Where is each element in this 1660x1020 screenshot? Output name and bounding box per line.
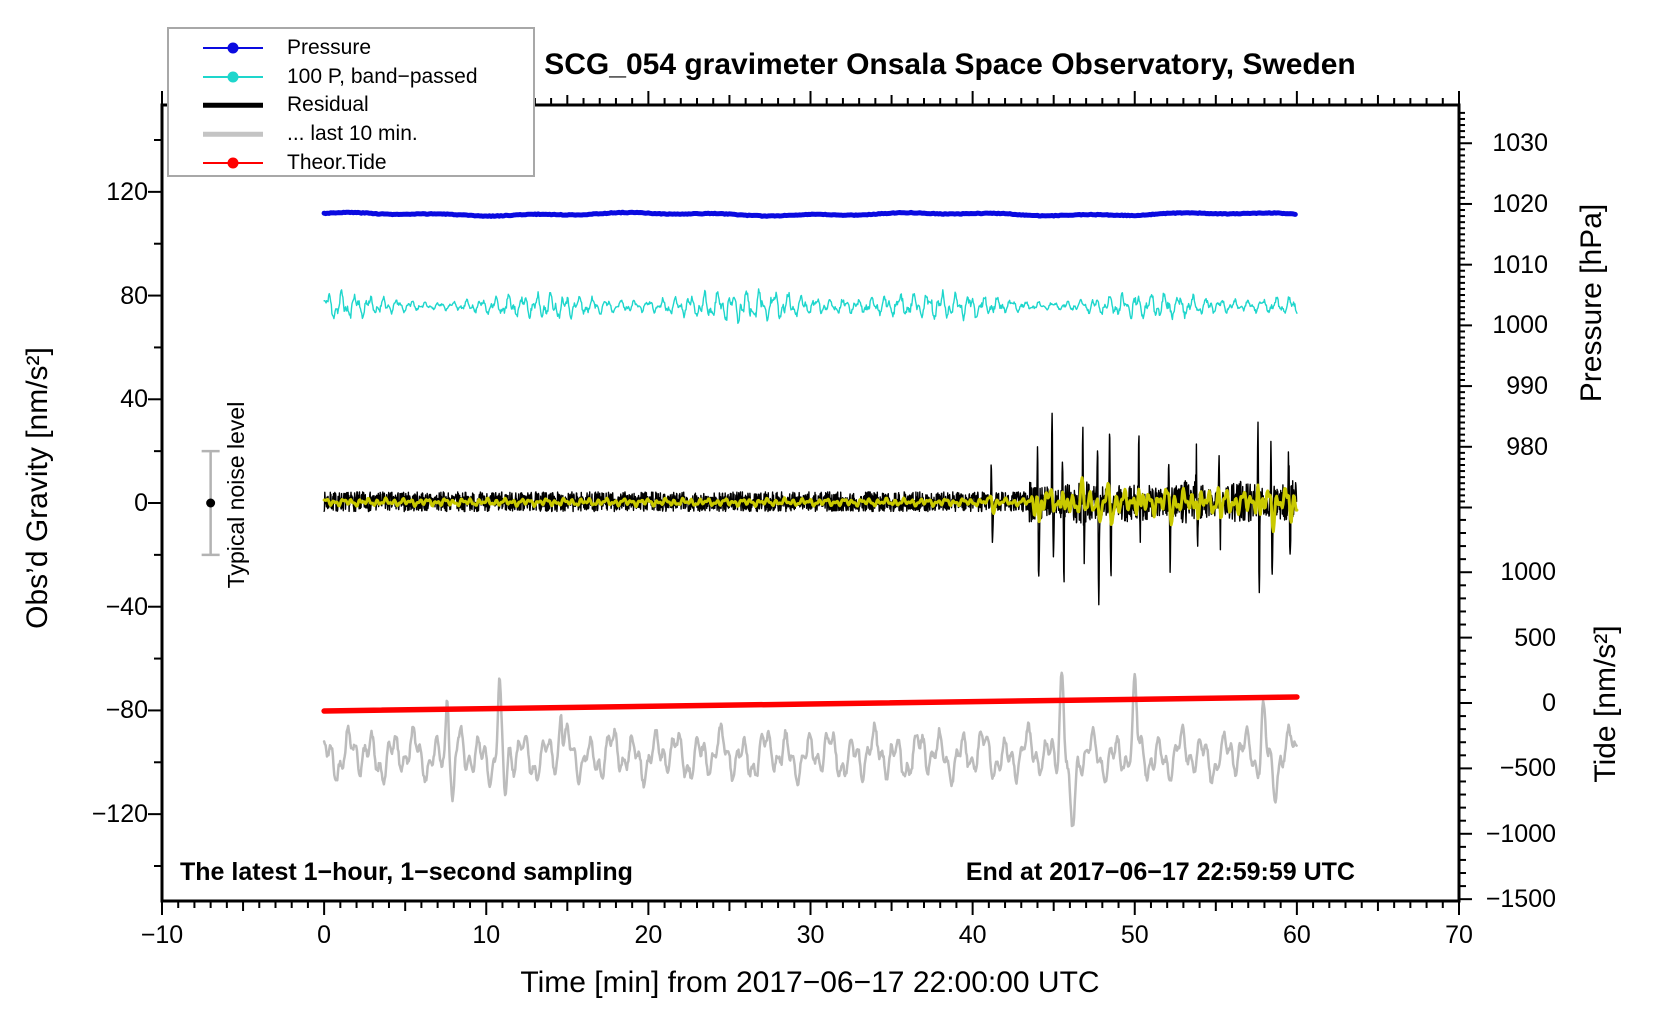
- legend-box: Pressure 100 P, band−passed Residual ...…: [167, 27, 535, 177]
- legend-marker-dot: [227, 42, 239, 54]
- x-tick-label: −10: [140, 921, 184, 949]
- legend-line-bandpassed: [203, 70, 263, 84]
- legend-line-theortide: [203, 156, 263, 170]
- pressure-tick-label: 990: [1506, 372, 1548, 401]
- y-axis-title-pressure: Pressure [hPa]: [1575, 203, 1608, 403]
- legend-label: 100 P, band−passed: [287, 64, 478, 88]
- x-tick-label: 40: [958, 921, 987, 949]
- gravity-tick-label: −120: [91, 800, 148, 829]
- legend-item-bandpassed: 100 P, band−passed: [169, 63, 533, 92]
- y-axis-title-tide: Tide [nm/s²]: [1589, 625, 1622, 783]
- tide-tick-label: −1000: [1485, 819, 1556, 848]
- legend-line-pressure: [203, 41, 263, 55]
- pressure-tick-label: 1000: [1492, 311, 1548, 340]
- tide-tick-label: −1500: [1485, 885, 1556, 914]
- pressure-tick-label: 980: [1506, 432, 1548, 461]
- pressure-tick-label: 1010: [1492, 250, 1548, 279]
- x-axis-title: Time [min] from 2017−06−17 22:00:00 UTC: [520, 966, 1100, 999]
- legend-item-last10min: ... last 10 min.: [169, 120, 533, 149]
- x-tick-label: 60: [1282, 921, 1311, 949]
- legend-line-last10min: [203, 127, 263, 141]
- legend-line-residual: [203, 98, 263, 112]
- tide-tick-label: 0: [1542, 689, 1556, 717]
- legend-item-theortide: Theor.Tide: [169, 148, 533, 177]
- gravity-tick-label: 120: [106, 177, 148, 206]
- tide-tick-label: 1000: [1500, 558, 1556, 587]
- noise-level-label: Typical noise level: [223, 401, 249, 589]
- end-time-note: End at 2017−06−17 22:59:59 UTC: [965, 858, 1355, 886]
- legend-label: Pressure: [287, 36, 372, 60]
- legend-label: Residual: [287, 93, 369, 117]
- gravity-tick-label: 0: [134, 489, 148, 517]
- legend-marker-dot: [227, 157, 239, 169]
- legend-item-residual: Residual: [169, 91, 533, 120]
- x-tick-label: 10: [472, 921, 501, 949]
- gravity-tick-label: 80: [120, 281, 148, 310]
- gravity-tick-label: −40: [105, 592, 148, 621]
- x-tick-label: 30: [796, 921, 825, 949]
- x-tick-label: 70: [1445, 921, 1473, 949]
- pressure-tick-label: 1020: [1492, 189, 1548, 218]
- legend-marker-dot: [227, 71, 239, 83]
- x-tick-label: 20: [634, 921, 663, 949]
- gravity-tick-label: −80: [105, 696, 148, 725]
- legend-label: Theor.Tide: [287, 150, 387, 174]
- x-tick-label: 0: [317, 921, 332, 949]
- sampling-note: The latest 1−hour, 1−second sampling: [180, 858, 633, 886]
- legend-item-pressure: Pressure: [169, 34, 533, 63]
- legend-label: ... last 10 min.: [287, 122, 418, 146]
- chart-title: SCG_054 gravimeter Onsala Space Observat…: [544, 48, 1356, 81]
- x-tick-label: 50: [1120, 921, 1149, 949]
- tide-tick-label: 500: [1514, 623, 1556, 652]
- tide-tick-label: −500: [1499, 754, 1556, 783]
- gravity-tick-label: 40: [120, 385, 148, 414]
- pressure-tick-label: 1030: [1492, 129, 1548, 158]
